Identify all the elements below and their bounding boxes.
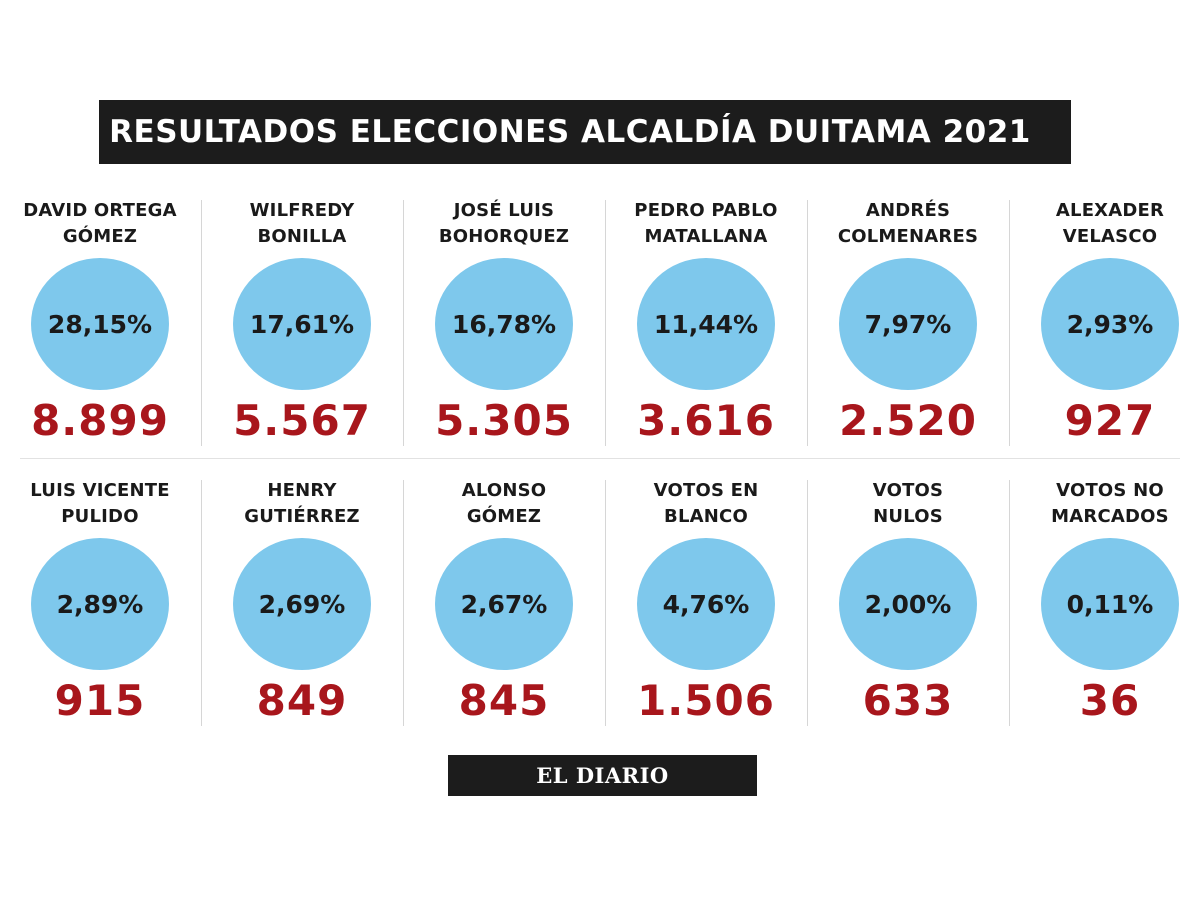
candidate-name: PEDRO PABLO MATALLANA xyxy=(608,198,804,250)
result-cell: HENRY GUTIÉRREZ 2,69% 849 xyxy=(201,466,403,726)
vote-count: 5.567 xyxy=(233,396,371,445)
candidate-name-line: BOHORQUEZ xyxy=(438,226,570,247)
column-divider xyxy=(201,200,202,446)
vote-count: 36 xyxy=(1079,676,1141,725)
candidate-name-line: PULIDO xyxy=(61,506,139,527)
candidate-name-line: VOTOS xyxy=(872,480,944,501)
vote-count: 8.899 xyxy=(31,396,169,445)
candidate-name-line: ALONSO xyxy=(461,480,547,501)
candidate-name: VOTOS NO MARCADOS xyxy=(1012,478,1200,530)
vote-count: 3.616 xyxy=(637,396,775,445)
result-cell: VOTOS NO MARCADOS 0,11% 36 xyxy=(1009,466,1200,726)
percent-circle: 2,93% xyxy=(1041,258,1179,390)
candidate-name: DAVID ORTEGA GÓMEZ xyxy=(2,198,198,250)
candidate-name-line: NULOS xyxy=(873,506,943,527)
candidate-name-line: BONILLA xyxy=(257,226,347,247)
percent-circle: 11,44% xyxy=(637,258,775,390)
candidate-name: HENRY GUTIÉRREZ xyxy=(204,478,400,530)
percent-circle: 2,89% xyxy=(31,538,169,670)
candidate-name-line: MATALLANA xyxy=(644,226,768,247)
result-cell: ALONSO GÓMEZ 2,67% 845 xyxy=(403,466,605,726)
result-cell: JOSÉ LUIS BOHORQUEZ 16,78% 5.305 xyxy=(403,186,605,446)
vote-count: 927 xyxy=(1064,396,1156,445)
vote-count: 845 xyxy=(458,676,550,725)
candidate-name: ALONSO GÓMEZ xyxy=(406,478,602,530)
column-divider xyxy=(403,480,404,726)
candidate-name-line: GUTIÉRREZ xyxy=(244,506,360,527)
vote-count: 5.305 xyxy=(435,396,573,445)
result-cell: DAVID ORTEGA GÓMEZ 28,15% 8.899 xyxy=(0,186,201,446)
candidate-name: ALEXADER VELASCO xyxy=(1012,198,1200,250)
column-divider xyxy=(807,480,808,726)
candidate-name: JOSÉ LUIS BOHORQUEZ xyxy=(406,198,602,250)
column-divider xyxy=(201,480,202,726)
publisher-logo: EL DIARIO xyxy=(448,755,757,796)
candidate-name-line: ANDRÉS xyxy=(865,200,951,221)
candidate-name-line: COLMENARES xyxy=(837,226,979,247)
results-grid: DAVID ORTEGA GÓMEZ 28,15% 8.899 WILFREDY BONI… xyxy=(0,186,1200,726)
percent-circle: 2,00% xyxy=(839,538,977,670)
row-divider xyxy=(20,458,1180,459)
candidate-name-line: VOTOS NO xyxy=(1056,480,1164,501)
percent-circle: 2,69% xyxy=(233,538,371,670)
vote-count: 2.520 xyxy=(839,396,977,445)
candidate-name: VOTOS EN BLANCO xyxy=(608,478,804,530)
column-divider xyxy=(1009,200,1010,446)
vote-count: 849 xyxy=(256,676,348,725)
chart-title: RESULTADOS ELECCIONES ALCALDÍA DUITAMA 2… xyxy=(99,100,1071,164)
column-divider xyxy=(605,480,606,726)
result-cell: WILFREDY BONILLA 17,61% 5.567 xyxy=(201,186,403,446)
candidate-name: WILFREDY BONILLA xyxy=(204,198,400,250)
candidate-name-line: GÓMEZ xyxy=(466,506,542,527)
result-cell: ALEXADER VELASCO 2,93% 927 xyxy=(1009,186,1200,446)
percent-circle: 0,11% xyxy=(1041,538,1179,670)
result-cell: VOTOS NULOS 2,00% 633 xyxy=(807,466,1009,726)
percent-circle: 4,76% xyxy=(637,538,775,670)
candidate-name-line: WILFREDY xyxy=(249,200,355,221)
result-cell: LUIS VICENTE PULIDO 2,89% 915 xyxy=(0,466,201,726)
candidate-name: ANDRÉS COLMENARES xyxy=(810,198,1006,250)
candidate-name-line: MARCADOS xyxy=(1051,506,1169,527)
percent-circle: 28,15% xyxy=(31,258,169,390)
candidate-name: VOTOS NULOS xyxy=(810,478,1006,530)
column-divider xyxy=(403,200,404,446)
vote-count: 915 xyxy=(54,676,146,725)
candidate-name-line: VELASCO xyxy=(1062,226,1158,247)
candidate-name-line: DAVID ORTEGA xyxy=(23,200,177,221)
result-cell: PEDRO PABLO MATALLANA 11,44% 3.616 xyxy=(605,186,807,446)
candidate-name-line: ALEXADER xyxy=(1055,200,1165,221)
result-cell: VOTOS EN BLANCO 4,76% 1.506 xyxy=(605,466,807,726)
candidate-name-line: JOSÉ LUIS xyxy=(453,200,555,221)
vote-count: 1.506 xyxy=(637,676,775,725)
candidate-name-line: VOTOS EN xyxy=(653,480,759,501)
percent-circle: 17,61% xyxy=(233,258,371,390)
candidate-name-line: HENRY xyxy=(267,480,337,501)
percent-circle: 16,78% xyxy=(435,258,573,390)
candidate-name-line: LUIS VICENTE xyxy=(30,480,170,501)
column-divider xyxy=(605,200,606,446)
vote-count: 633 xyxy=(862,676,954,725)
percent-circle: 7,97% xyxy=(839,258,977,390)
column-divider xyxy=(807,200,808,446)
candidate-name-line: BLANCO xyxy=(664,506,748,527)
result-cell: ANDRÉS COLMENARES 7,97% 2.520 xyxy=(807,186,1009,446)
percent-circle: 2,67% xyxy=(435,538,573,670)
candidate-name: LUIS VICENTE PULIDO xyxy=(2,478,198,530)
candidate-name-line: PEDRO PABLO xyxy=(634,200,778,221)
column-divider xyxy=(1009,480,1010,726)
candidate-name-line: GÓMEZ xyxy=(62,226,138,247)
